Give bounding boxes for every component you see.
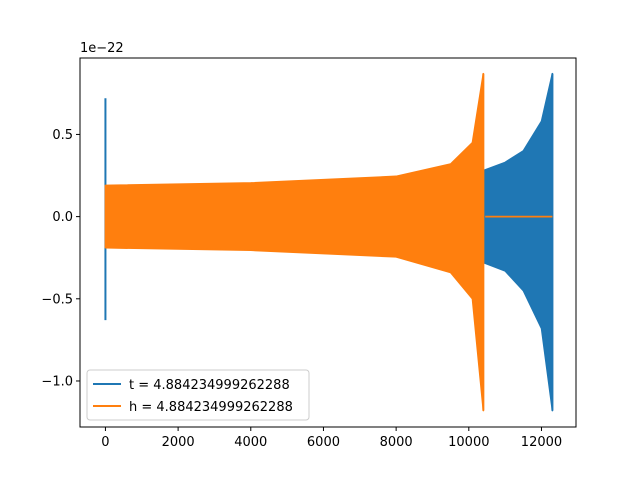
series-h-chirp-band	[104, 72, 485, 412]
x-tick-label: 4000	[234, 435, 267, 450]
legend: t = 4.884234999262288 h = 4.884234999262…	[86, 369, 310, 421]
x-tick-label: 8000	[380, 435, 413, 450]
x-tick-label: 6000	[307, 435, 340, 450]
axes-frame	[79, 57, 577, 428]
y-offset-label: 1e−22	[80, 41, 124, 56]
legend-box	[86, 369, 310, 421]
y-tick-label: −0.5	[41, 292, 73, 307]
y-tick-label: −1.0	[41, 374, 73, 389]
x-tick-label: 0	[101, 435, 109, 450]
y-axis: −1.0 −0.5 0.0 0.5	[41, 128, 80, 389]
x-tick-label: 2000	[162, 435, 195, 450]
y-tick-label: 0.5	[52, 128, 73, 143]
legend-label-h: h = 4.884234999262288	[129, 400, 293, 415]
plot-area	[104, 72, 554, 412]
y-tick-label: 0.0	[52, 210, 73, 225]
x-axis: 0 2000 4000 6000 8000 10000 12000	[101, 427, 562, 450]
x-tick-label: 12000	[521, 435, 562, 450]
legend-label-t: t = 4.884234999262288	[129, 378, 290, 393]
x-tick-label: 10000	[448, 435, 489, 450]
series-t-chirp-band	[482, 72, 554, 412]
